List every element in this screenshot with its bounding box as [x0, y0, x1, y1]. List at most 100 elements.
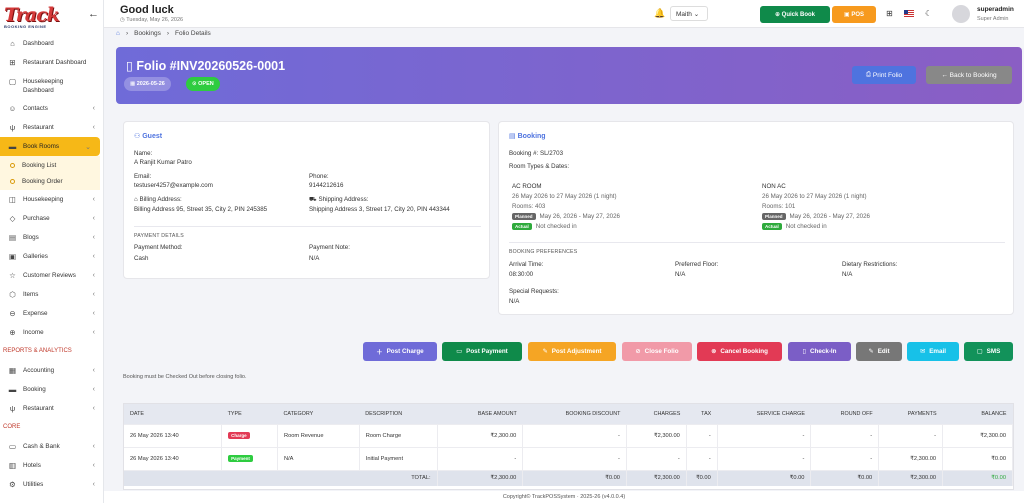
sidebar-item-purchase[interactable]: ◇ Purchase ‹	[0, 209, 104, 228]
table-header-row: DATE TYPE CATEGORY DESCRIPTION BASE AMOU…	[124, 404, 1013, 424]
room-types-label: Room Types & Dates:	[509, 163, 570, 170]
sidebar-item-housekeeping[interactable]: ◫ Housekeeping ‹	[0, 190, 104, 209]
sidebar-item-restaurant-dashboard[interactable]: ⊞ Restaurant Dashboard	[0, 53, 104, 72]
sidebar-item-items[interactable]: ⬡ Items ‹	[0, 285, 104, 304]
sidebar-item-expense[interactable]: ⊖ Expense ‹	[0, 304, 104, 323]
button-label: Close Folio	[644, 348, 679, 355]
sidebar-item-label: Items	[23, 291, 39, 298]
room-type: NON AC	[762, 183, 786, 190]
moon-icon[interactable]: ☾	[925, 9, 933, 18]
breadcrumb-bookings[interactable]: Bookings	[134, 30, 161, 37]
column-header: BALANCE	[942, 404, 1013, 424]
cell-base-amount: ₹2,300.00	[437, 423, 524, 447]
room-dates: 26 May 2026 to 27 May 2026 (1 night)	[762, 193, 867, 200]
cell-balance: ₹0.00	[942, 446, 1013, 470]
payment-method-label: Payment Method:	[134, 244, 183, 251]
sidebar-item-customer-reviews[interactable]: ☆ Customer Reviews ‹	[0, 266, 104, 285]
avatar[interactable]	[952, 5, 970, 23]
post-payment-button[interactable]: ▭ Post Payment	[442, 342, 522, 361]
cell-discount: -	[522, 446, 627, 470]
logo[interactable]: Track BOOKING ENGINE	[4, 6, 70, 30]
email-button[interactable]: ✉ Email	[907, 342, 959, 361]
sidebar-subitem-booking-order[interactable]: Booking Order	[0, 173, 100, 189]
guest-email: testuser4257@example.com	[134, 182, 213, 189]
sidebar-item-housekeeping-dashboard[interactable]: ▢ Housekeeping Dashboard	[0, 72, 104, 99]
greeting: Good luck	[120, 4, 174, 16]
post-adjustment-button[interactable]: ✎ Post Adjustment	[528, 342, 616, 361]
page-title: ▯ Folio #INV20260526-0001	[126, 58, 285, 73]
actual-status: Not checked in	[535, 223, 577, 231]
language-select[interactable]: Maith ⌄	[670, 6, 708, 21]
column-header: BASE AMOUNT	[437, 404, 523, 424]
print-folio-button[interactable]: ⎙ Print Folio	[852, 66, 916, 84]
current-date-text: Tuesday, May 26, 2026	[126, 17, 184, 23]
column-header: DESCRIPTION	[359, 404, 438, 424]
chevron-down-icon: ⌄	[693, 11, 700, 18]
adjust-icon: ✎	[542, 348, 548, 355]
sidebar-item-booking-report[interactable]: ▬ Booking ‹	[0, 380, 104, 399]
footer: Copyright© TrackPOSSystem · 2025-26 (v4.…	[104, 491, 1024, 503]
quick-book-button[interactable]: ⊕ Quick Book	[760, 6, 830, 23]
home-icon[interactable]: ⌂	[116, 30, 120, 37]
chevron-left-icon: ‹	[92, 462, 95, 469]
chevron-right-icon: ›	[125, 30, 129, 37]
broom-icon: ◫	[8, 195, 17, 204]
status-text: OPEN	[198, 81, 214, 87]
sidebar-item-cash-bank[interactable]: ▭ Cash & Bank ‹	[0, 437, 104, 456]
cell-type: Payment	[221, 446, 278, 470]
sidebar-item-dashboard[interactable]: ⌂ Dashboard	[0, 34, 104, 53]
email-label: Email:	[134, 173, 152, 180]
cell-type: Charge	[221, 423, 278, 447]
sidebar-item-income[interactable]: ⊕ Income ‹	[0, 323, 104, 342]
sidebar-item-restaurant[interactable]: ψ Restaurant ‹	[0, 118, 104, 137]
planned-row: Planned May 26, 2026 - May 27, 2026	[762, 213, 870, 220]
cell-tax: -	[686, 446, 718, 470]
sidebar: Track BOOKING ENGINE ← ⌂ Dashboard ⊞ Resta…	[0, 0, 104, 503]
back-to-booking-button[interactable]: ← Back to Booking	[926, 66, 1012, 84]
check-in-button[interactable]: ▯ Check-In	[788, 342, 851, 361]
sidebar-item-contacts[interactable]: ☺ Contacts ‹	[0, 99, 104, 118]
breadcrumb: ⌂ › Bookings › Folio Details	[116, 30, 211, 37]
sidebar-item-book-rooms[interactable]: ▬ Book Rooms ⌄	[0, 137, 100, 156]
truck-icon: ⛟	[309, 196, 319, 203]
payment-method: Cash	[134, 255, 149, 262]
pos-button[interactable]: ▣ POS	[832, 6, 876, 23]
sidebar-item-label: Purchase	[23, 215, 50, 222]
sidebar-subitem-booking-list[interactable]: Booking List	[0, 157, 100, 173]
chevron-left-icon: ‹	[92, 443, 95, 450]
sidebar-item-hotels[interactable]: ▥ Hotels ‹	[0, 456, 104, 475]
sidebar-item-blogs[interactable]: ▤ Blogs ‹	[0, 228, 104, 247]
edit-button[interactable]: ✎ Edit	[856, 342, 902, 361]
column-header: BOOKING DISCOUNT	[522, 404, 627, 424]
sidebar-item-restaurant-report[interactable]: ψ Restaurant ‹	[0, 399, 104, 418]
actual-row: Actual Not checked in	[762, 223, 827, 230]
sidebar-item-label: Cash & Bank	[23, 443, 60, 450]
apps-grid-icon[interactable]: ⊞	[886, 9, 893, 18]
sidebar-item-label: Booking	[23, 386, 46, 393]
post-charge-button[interactable]: ＋ Post Charge	[363, 342, 437, 361]
close-folio-button[interactable]: ⊘ Close Folio	[622, 342, 692, 361]
sidebar-item-label: Expense	[23, 310, 48, 317]
pos-icon: ▣	[843, 12, 850, 18]
collapse-sidebar-icon[interactable]: ←	[88, 8, 99, 20]
cell-round-off: -	[810, 423, 880, 447]
sidebar-item-accounting[interactable]: ▦ Accounting ‹	[0, 361, 104, 380]
cell-charges: ₹2,300.00	[626, 423, 687, 447]
user-icon: ⚇	[134, 133, 143, 140]
sidebar-item-galleries[interactable]: ▣ Galleries ‹	[0, 247, 104, 266]
sms-button[interactable]: ▢ SMS	[964, 342, 1013, 361]
transactions-table: DATE TYPE CATEGORY DESCRIPTION BASE AMOU…	[124, 404, 1013, 486]
name-label: Name:	[134, 150, 153, 157]
cancel-booking-button[interactable]: ⊗ Cancel Booking	[697, 342, 782, 361]
column-header: CATEGORY	[277, 404, 360, 424]
sidebar-item-utilities[interactable]: ⚙ Utilities ‹	[0, 475, 104, 494]
cell-category: Room Revenue	[277, 423, 360, 447]
sidebar-item-label: Book Rooms	[23, 143, 60, 150]
us-flag-icon[interactable]	[904, 10, 914, 17]
quick-book-label: Quick Book	[781, 11, 816, 18]
sidebar-item-label: Contacts	[23, 105, 48, 112]
bell-icon[interactable]: 🔔	[654, 8, 666, 18]
booking-preferences-heading: BOOKING PREFERENCES	[509, 249, 578, 255]
guest-title-text: Guest	[142, 133, 163, 140]
planned-dates: May 26, 2026 - May 27, 2026	[539, 213, 621, 221]
